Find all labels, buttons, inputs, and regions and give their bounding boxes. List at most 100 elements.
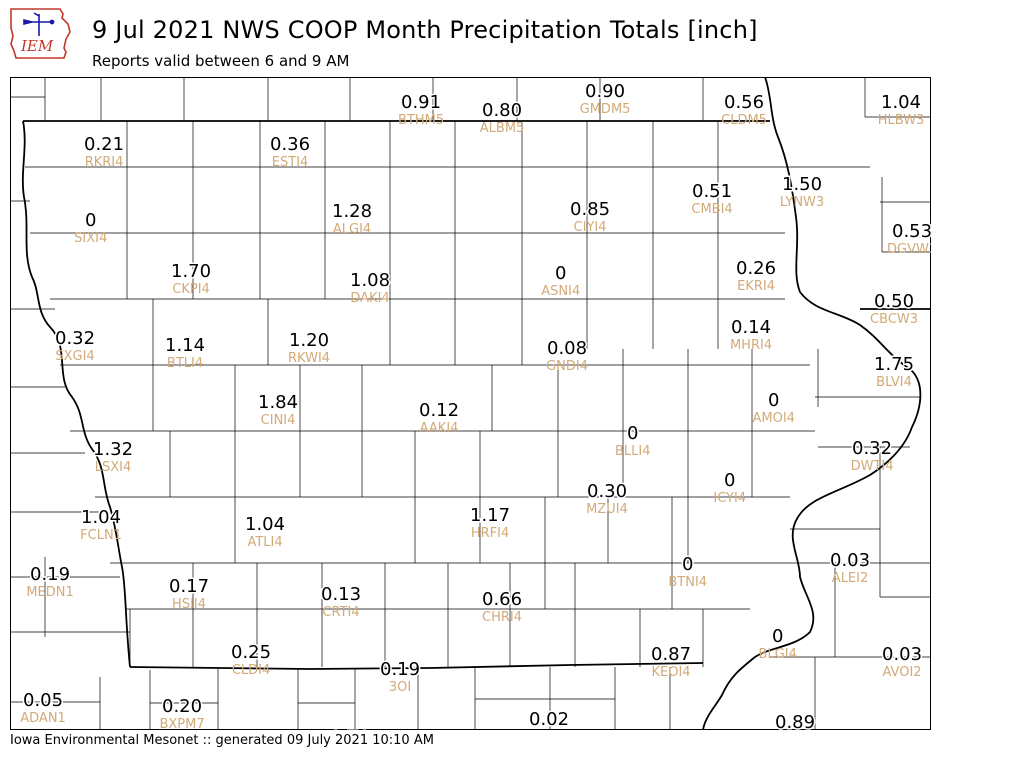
- precip-value: 0.13: [321, 584, 361, 605]
- precip-value: 0.56: [724, 92, 764, 113]
- station-id: AAKI4: [420, 421, 459, 436]
- map-footer: Iowa Environmental Mesonet :: generated …: [10, 733, 434, 748]
- station-id: BLVI4: [876, 375, 912, 390]
- precip-value: 0.20: [162, 696, 202, 717]
- precip-value: 0.50: [874, 291, 914, 312]
- precip-value: 0.05: [23, 690, 63, 711]
- precip-value: 0: [724, 470, 735, 491]
- iem-logo: IEM: [8, 6, 74, 62]
- precip-value: 0.89: [775, 712, 815, 730]
- station-id: MEDN1: [26, 585, 73, 600]
- precip-value: 0.02: [529, 709, 569, 730]
- precip-map: 0.91 BTHM5 0.80 ALBM5 0.90 GMDM5 0.56 CLDM5 1.04…: [10, 77, 931, 730]
- station-id: MZUI4: [586, 502, 628, 517]
- station-id: CLDM5: [721, 113, 767, 128]
- station-id: CIYI4: [574, 220, 607, 235]
- precip-value: 0.36: [270, 134, 310, 155]
- station-id: HLBW3: [878, 113, 925, 128]
- station-id: ESTI4: [272, 155, 309, 170]
- station-id: CMBI4: [691, 202, 732, 217]
- station-id: AMOI4: [753, 411, 795, 426]
- station-id: GNDI4: [546, 359, 588, 374]
- precip-value: 1.75: [874, 354, 914, 375]
- precip-value: 0.51: [692, 181, 732, 202]
- precip-value: 0.32: [852, 438, 892, 459]
- station-id: ALEI2: [832, 571, 868, 586]
- precip-value: 1.04: [881, 92, 921, 113]
- station-id: DWTI4: [851, 459, 894, 474]
- precip-value: 0.14: [731, 317, 771, 338]
- precip-value: 0.32: [55, 328, 95, 349]
- precip-value: 0.53: [892, 221, 931, 242]
- precip-value: 0.66: [482, 589, 522, 610]
- precip-value: 0: [682, 554, 693, 575]
- station-id: ATLI4: [247, 535, 282, 550]
- precip-value: 1.14: [165, 335, 205, 356]
- precip-value: 0.17: [169, 576, 209, 597]
- precip-value: 0.85: [570, 199, 610, 220]
- precip-value: 0: [627, 423, 638, 444]
- precip-value: 0: [768, 390, 779, 411]
- station-id: RKRI4: [85, 155, 124, 170]
- station-id: ADAN1: [20, 711, 66, 726]
- state-borders: [21, 77, 931, 730]
- logo-text: IEM: [20, 37, 54, 55]
- station-grcm7: 0.02GRCM7: [528, 708, 571, 731]
- station-id: BTHM5: [398, 113, 444, 128]
- precip-value: 1.20: [289, 330, 329, 351]
- station-id: DAKI4: [350, 291, 389, 306]
- station-id: ALBM5: [480, 121, 525, 136]
- station-id: ICYI4: [713, 491, 746, 506]
- station-id: LYNW3: [780, 195, 824, 210]
- precip-value: 0.26: [736, 258, 776, 279]
- precip-value: 1.04: [81, 507, 121, 528]
- station-unlabeled: 0.70: [329, 727, 372, 731]
- precip-value: 0: [85, 210, 96, 231]
- station-id: GMDM5: [580, 102, 631, 117]
- station-id: HRFI4: [471, 526, 509, 541]
- station-id: KEOI4: [652, 665, 691, 680]
- station-id: BXPM7: [159, 717, 204, 730]
- precip-value: 0.30: [587, 481, 627, 502]
- precip-value: 1.08: [350, 270, 390, 291]
- precip-value: 0: [555, 263, 566, 284]
- precip-value: 0.25: [231, 642, 271, 663]
- station-id: CKPI4: [172, 282, 210, 297]
- station-id: CHRI4: [482, 610, 522, 625]
- precip-value: 1.04: [245, 514, 285, 535]
- precip-value: 1.84: [258, 392, 298, 413]
- station-id: RKWI4: [288, 351, 330, 366]
- station-id: HSII4: [172, 597, 206, 612]
- station-id: BTLI4: [167, 356, 203, 371]
- precip-value: 0.08: [547, 338, 587, 359]
